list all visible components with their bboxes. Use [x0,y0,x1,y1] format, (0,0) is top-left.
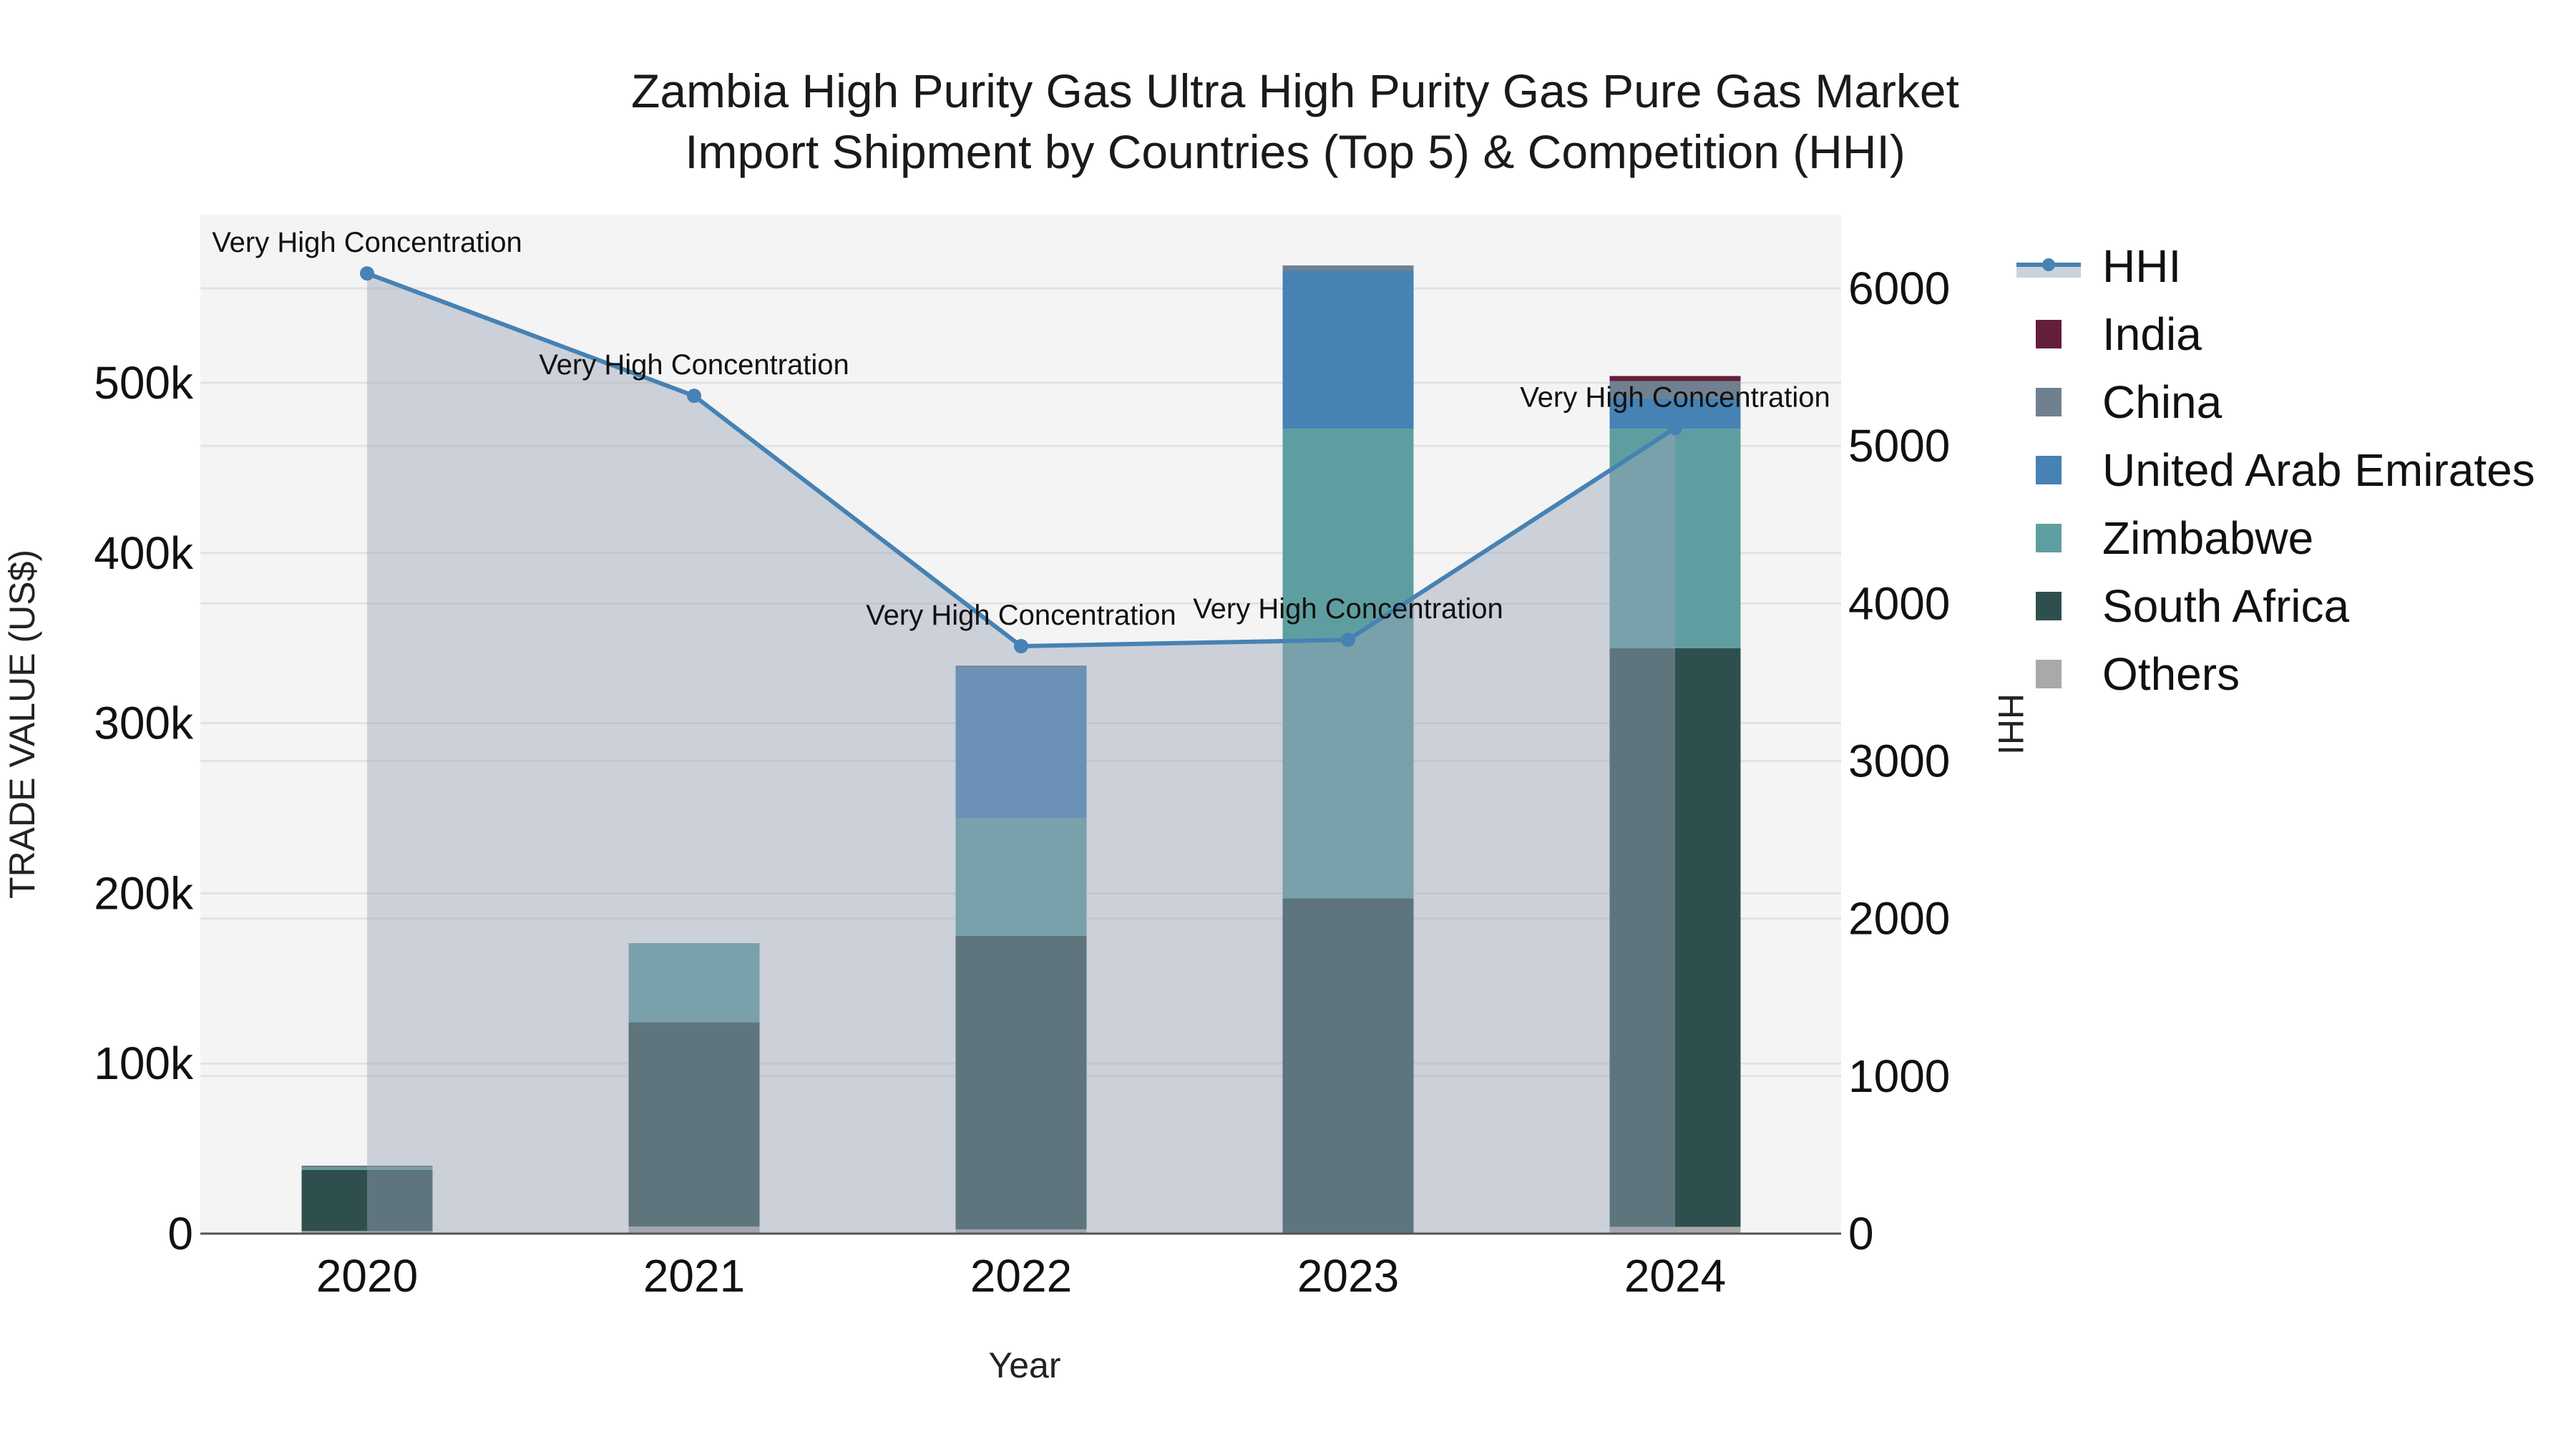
bar-segment [628,1226,760,1234]
bar-segment [1282,898,1414,1233]
bar-segment [955,666,1087,668]
x-axis-ticks: 2020 2021 2022 2023 2024 [316,1250,1726,1302]
legend-item-united-arab-emirates: United Arab Emirates [2036,444,2535,496]
y2-tick-label: 0 [1848,1208,1874,1259]
bar-segment [955,665,1087,667]
legend: HHI India China United Arab Emirates Zimbabw… [2016,240,2535,700]
bar-segment [1609,429,1741,648]
legend-swatch [2036,456,2062,484]
legend-item-china: China [2036,376,2223,428]
y2-tick-label: 4000 [1848,577,1950,629]
hhi-point [687,389,701,404]
x-tick-label: 2021 [643,1250,745,1302]
y-tick-label: 0 [167,1208,193,1259]
hhi-area [367,273,1675,1234]
x-tick-label: 2020 [316,1250,418,1302]
y2-tick-label: 1000 [1848,1050,1950,1102]
y2-axis-ticks: 0 1000 2000 3000 4000 5000 6000 [1848,263,1950,1259]
hhi-point [1014,638,1028,653]
legend-hhi-fill-swatch [2016,266,2081,278]
bar-segment [955,935,1087,1230]
chart-subtitle: Import Shipment by Countries (Top 5) & C… [685,125,1906,178]
bar-segment [1609,381,1741,399]
legend-item-zimbabwe: Zimbabwe [2036,512,2313,564]
legend-label: United Arab Emirates [2102,444,2535,496]
bar-segment [1609,376,1741,381]
chart-title: Zambia High Purity Gas Ultra High Purity… [631,64,1959,117]
hhi-annotation: Very High Concentration [1193,593,1503,625]
legend-label: Zimbabwe [2102,512,2313,564]
x-tick-label: 2022 [970,1250,1072,1302]
hhi-line [360,266,1682,653]
y2-tick-label: 5000 [1848,420,1950,472]
hhi-area-fill [367,273,1675,1234]
legend-swatch [2036,388,2062,416]
x-axis-title: Year [988,1345,1060,1385]
legend-item-india: India [2036,308,2202,360]
hhi-point [360,266,374,281]
legend-item-hhi: HHI [2016,240,2181,292]
x-tick-label: 2023 [1297,1250,1399,1302]
y2-tick-label: 6000 [1848,263,1950,314]
bar-segment [628,1022,760,1227]
hhi-point [1668,421,1682,436]
bar-segment [955,1229,1087,1234]
legend-swatch [2036,660,2062,688]
y2-tick-label: 2000 [1848,893,1950,945]
stacked-bars [301,265,1741,1234]
legend-item-others: Others [2036,648,2240,700]
hhi-annotation: Very High Concentration [1520,381,1830,413]
bar-segment [1609,648,1741,1227]
legend-label: South Africa [2102,580,2350,632]
hhi-point [1341,633,1355,648]
bar-segment [955,667,1087,819]
y-tick-label: 200k [94,867,194,919]
legend-hhi-marker [2042,258,2055,271]
bar-segment [1282,270,1414,429]
bar-segment [628,943,760,1023]
y-tick-label: 100k [94,1038,194,1089]
y-tick-label: 300k [94,698,194,749]
x-tick-label: 2024 [1624,1250,1726,1302]
hhi-annotation: Very High Concentration [866,600,1176,631]
bar-segment [1282,265,1414,271]
legend-label: HHI [2102,240,2181,292]
legend-label: China [2102,376,2223,428]
y2-axis-title: HHI [1991,693,2031,755]
bar-segment [301,1169,433,1231]
legend-label: Others [2102,648,2240,700]
y2-tick-label: 3000 [1848,736,1950,787]
bar-segment [301,1231,433,1234]
legend-swatch [2036,320,2062,348]
y-tick-label: 500k [94,357,194,409]
legend-swatch [2036,592,2062,620]
y-axis-ticks: 0 100k 200k 300k 400k 500k [94,357,194,1259]
hhi-annotation: Very High Concentration [212,227,522,258]
legend-swatch [2036,524,2062,552]
bar-segment [1282,429,1414,899]
y-tick-label: 400k [94,527,194,579]
bar-segment [301,1166,433,1170]
hhi-annotations: Very High Concentration Very High Concent… [212,227,1830,631]
hhi-annotation: Very High Concentration [539,349,849,381]
bar-segment [1609,1226,1741,1234]
legend-item-south-africa: South Africa [2036,580,2350,632]
bar-segment [955,818,1087,936]
y-axis-title: TRADE VALUE (US$) [2,550,42,899]
legend-label: India [2102,308,2202,360]
